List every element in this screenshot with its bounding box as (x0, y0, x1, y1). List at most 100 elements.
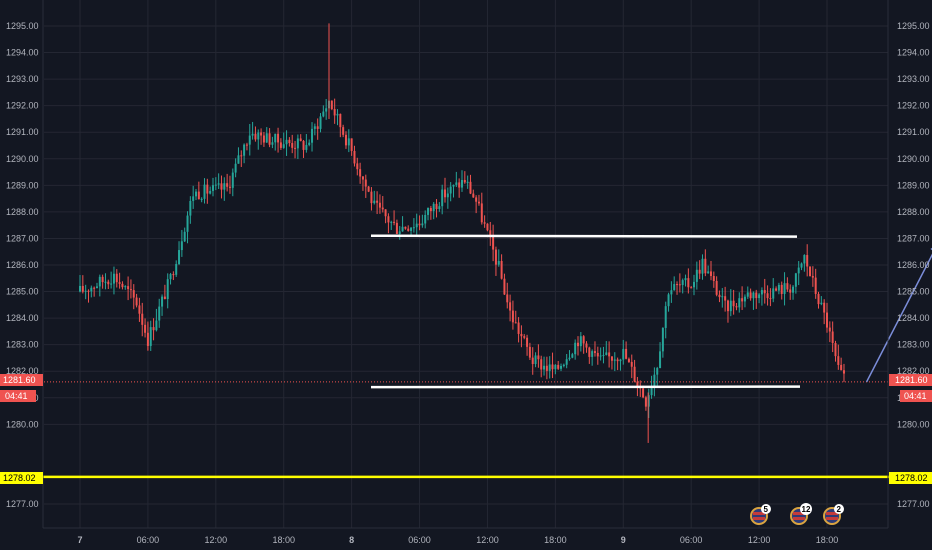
candle-body (178, 250, 181, 265)
candle-body (698, 269, 701, 274)
candle-body (234, 163, 237, 173)
candle-body (732, 300, 735, 307)
candle-body (412, 227, 415, 229)
candle-body (497, 260, 500, 265)
candle-body (503, 278, 506, 295)
y-tick-label: 1295.00 (897, 21, 930, 31)
candle-body (144, 324, 147, 333)
candle-body (684, 278, 687, 281)
candle-body (760, 290, 763, 295)
candle-body (656, 368, 659, 375)
event-flag-icon[interactable]: 5 (750, 504, 771, 525)
event-flag-icon[interactable]: 12 (790, 503, 812, 525)
y-tick-label: 1277.00 (6, 499, 39, 509)
candle-body (333, 109, 336, 116)
candle-body (642, 388, 645, 398)
candle-body (209, 190, 212, 194)
candle-body (410, 227, 413, 231)
candle-body (630, 361, 633, 367)
candle-body (814, 277, 817, 294)
time-axis[interactable]: 7 06:00 12:00 18:00 8 06:00 12:00 18:00 9 06:00 12… (77, 535, 838, 545)
candle-body (438, 206, 441, 210)
candle-body (492, 236, 495, 250)
candle-body (121, 283, 124, 288)
candle-body (659, 351, 662, 369)
y-tick-label: 1291.00 (6, 127, 39, 137)
event-flag-icon[interactable]: 2 (823, 504, 844, 525)
candle-body (84, 290, 87, 292)
candle-body (540, 359, 543, 370)
candle-body (709, 271, 712, 276)
candle-body (95, 286, 98, 289)
candle-body (520, 333, 523, 337)
candle-body (571, 354, 574, 358)
candle-body (593, 351, 596, 353)
candle-body (424, 214, 427, 224)
candle-body (387, 216, 390, 223)
candle-body (534, 355, 537, 365)
candle-body (446, 193, 449, 198)
candle-body (299, 138, 302, 141)
candle-body (673, 284, 676, 291)
candle-body (364, 179, 367, 187)
candle-body (591, 351, 594, 357)
candle-body (211, 185, 214, 191)
candle-body (195, 191, 198, 197)
candle-body (166, 279, 169, 300)
candle-body (441, 189, 444, 207)
candle-body (574, 342, 577, 355)
level-tag-right: 1278.02 (889, 472, 932, 484)
candle-body (729, 300, 732, 312)
candle-body (104, 281, 107, 283)
candle-body (98, 276, 101, 287)
candle-body (463, 179, 466, 183)
candle-body (608, 352, 611, 357)
candle-body (551, 364, 554, 370)
candle-body (783, 283, 786, 294)
candle-body (285, 139, 288, 145)
candle-body (132, 290, 135, 298)
candle-body (189, 200, 192, 216)
candle-body (746, 292, 749, 297)
y-tick-label: 1287.00 (897, 233, 930, 243)
candle-body (361, 176, 364, 180)
projection-arrow (865, 253, 932, 383)
candle-body (565, 359, 568, 365)
candle-body (226, 183, 229, 187)
candle-body (469, 181, 472, 194)
y-tick-label: 1295.00 (6, 21, 39, 31)
candle-body (274, 133, 277, 143)
candle-body (797, 267, 800, 274)
candle-body (206, 184, 209, 194)
candle-body (577, 342, 579, 347)
y-tick-label: 1289.00 (6, 180, 39, 190)
candle-body (695, 269, 698, 282)
candle-body (107, 281, 110, 285)
candle-body (718, 294, 721, 298)
candle-body (313, 126, 316, 129)
x-tick-label: 18:00 (272, 535, 295, 545)
candle-body (755, 292, 758, 299)
candle-body (548, 364, 551, 371)
candle-body (528, 346, 531, 358)
economic-events[interactable]: 5 12 2 (750, 503, 844, 525)
candle-body (359, 169, 362, 177)
y-tick-label: 1284.00 (6, 313, 39, 323)
candle-body (110, 283, 113, 285)
candle-body (715, 280, 718, 295)
candle-body (477, 201, 480, 204)
candle-body (842, 370, 845, 374)
y-tick-label: 1283.00 (897, 340, 930, 350)
candle-body (613, 359, 616, 361)
candle-body (537, 355, 540, 360)
y-tick-label: 1286.00 (6, 260, 39, 270)
x-tick-label: 18:00 (544, 535, 567, 545)
candle-body (149, 327, 152, 346)
y-tick-label: 1293.00 (897, 74, 930, 84)
candle-body (806, 255, 809, 267)
candle-body (650, 386, 653, 396)
candle-body (302, 140, 305, 150)
candle-body (693, 281, 696, 288)
y-tick-label: 1277.00 (897, 499, 930, 509)
